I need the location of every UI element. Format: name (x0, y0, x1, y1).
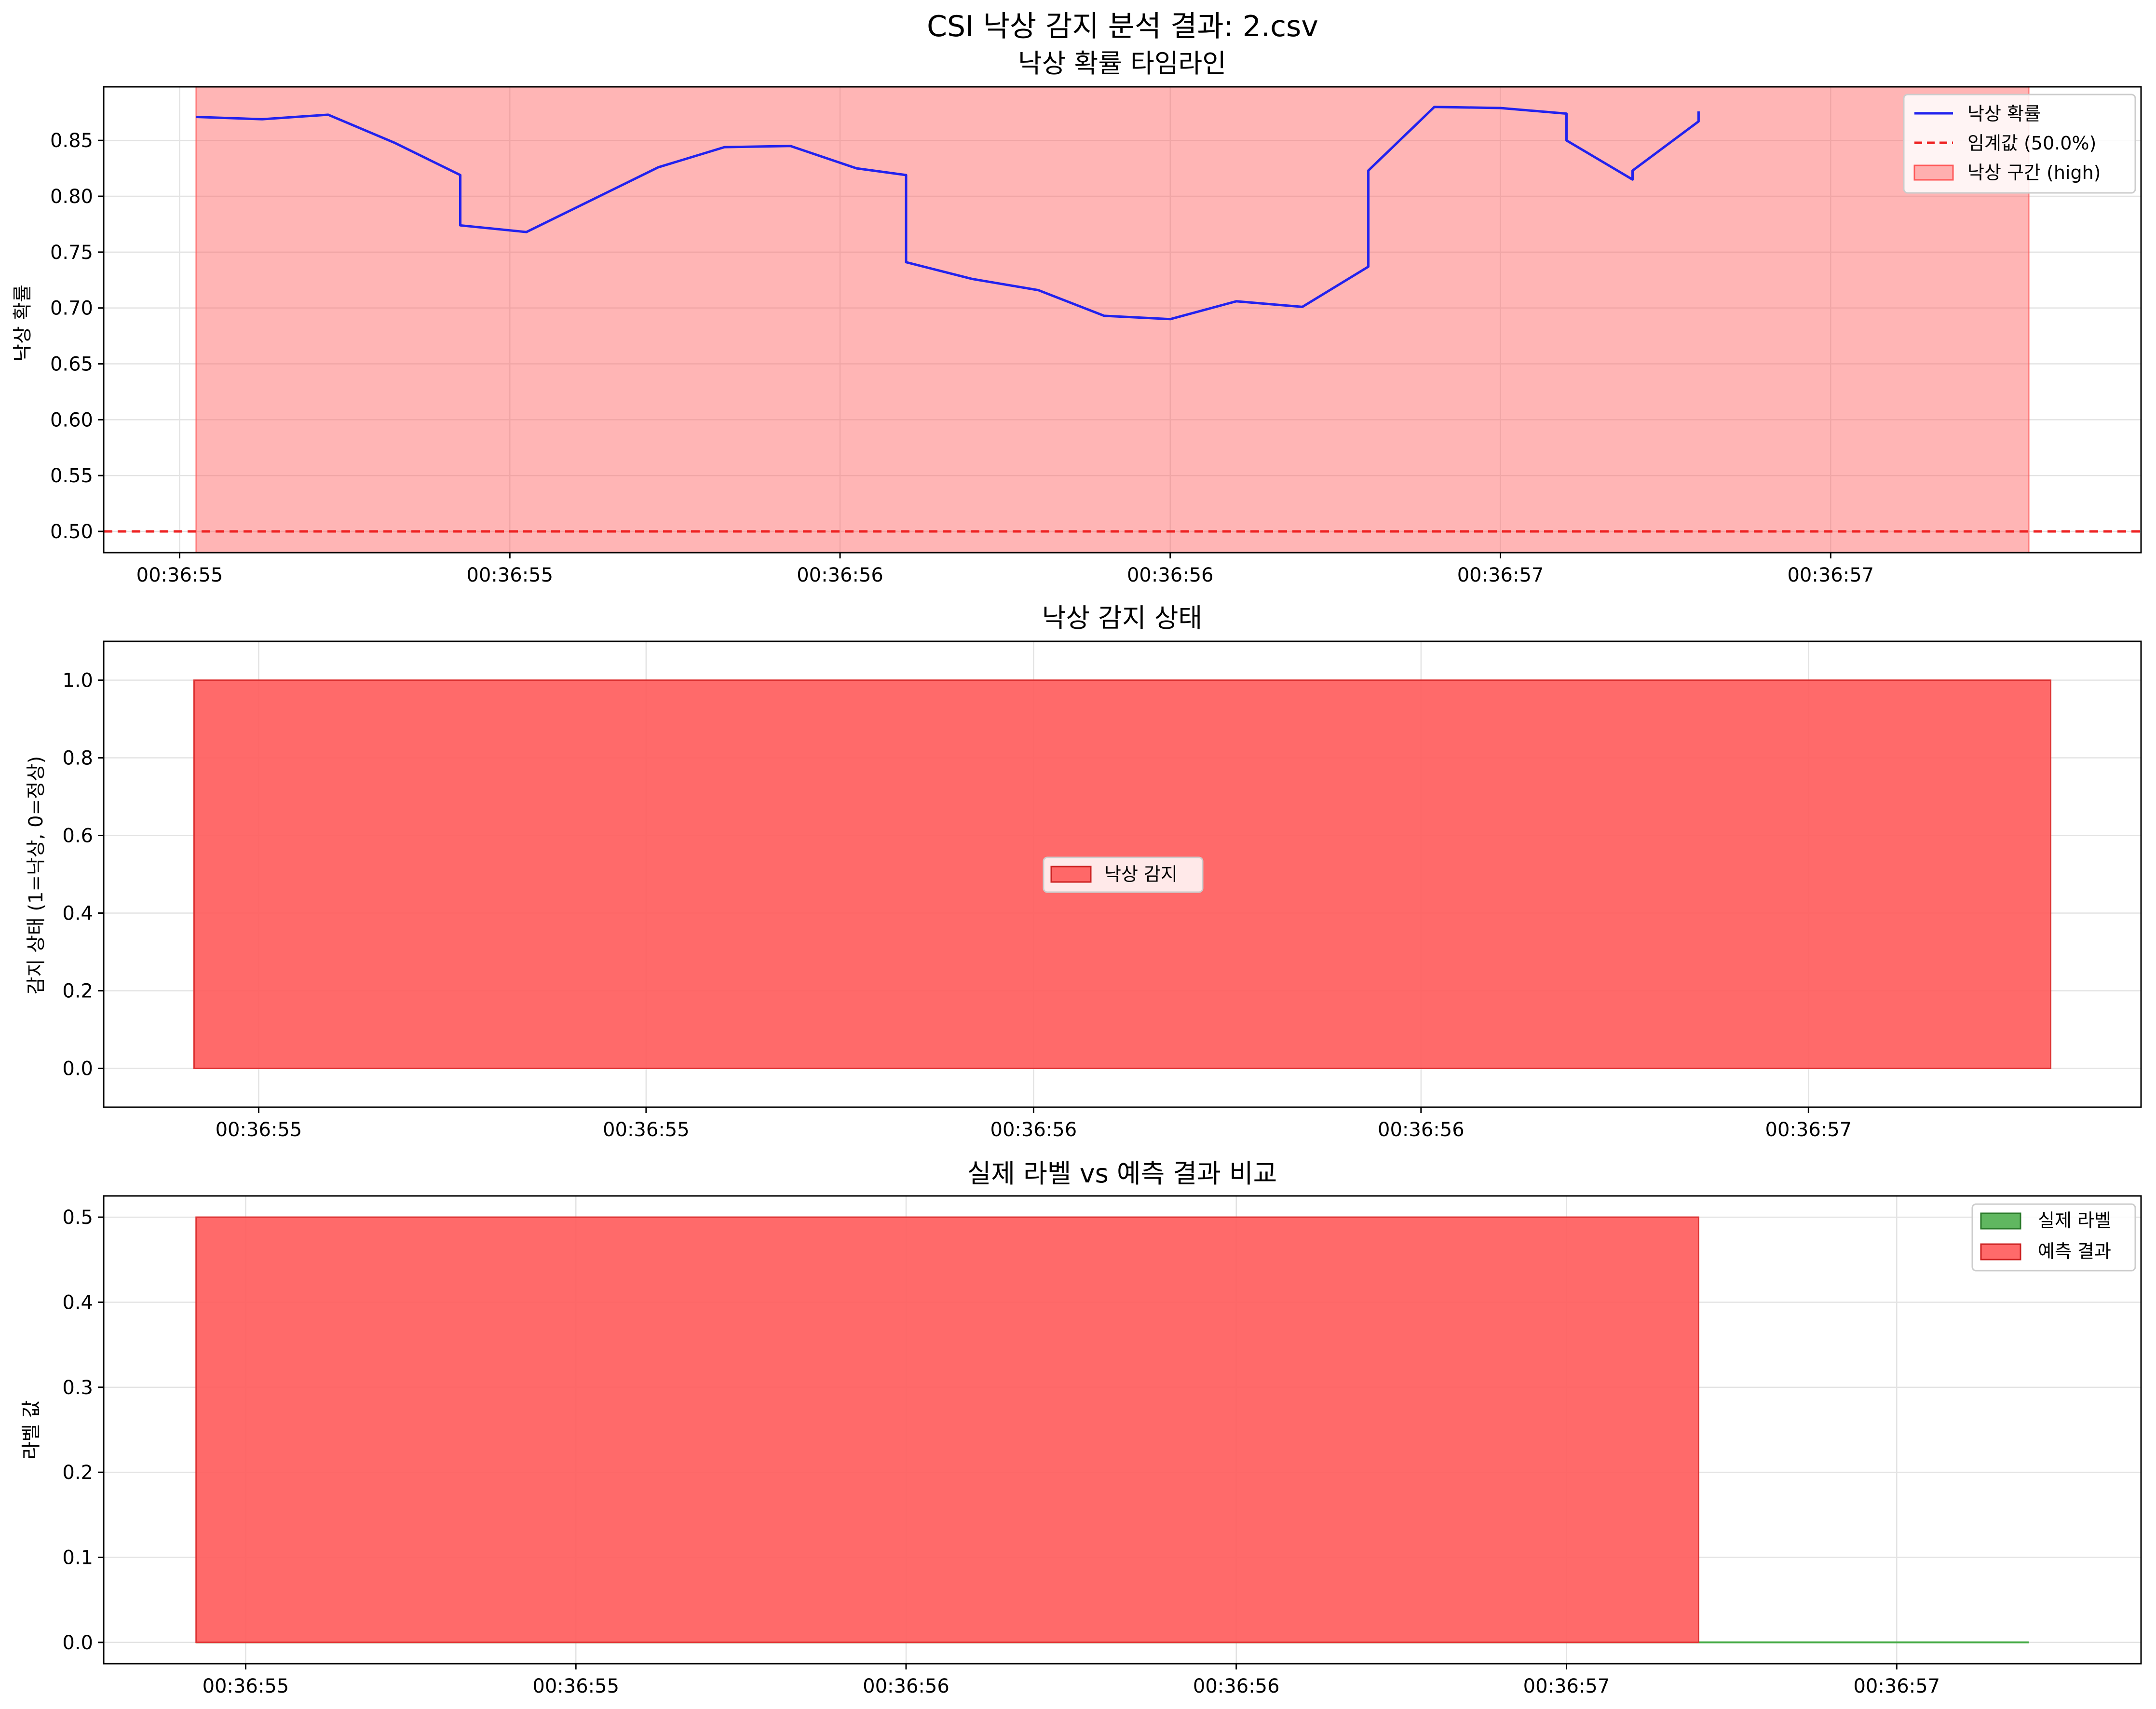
y-tick-label: 0.2 (62, 980, 93, 1003)
y-tick-label: 0.4 (62, 1291, 93, 1314)
y-tick-label: 1.0 (62, 670, 93, 692)
legend-fall-region-label: 낙상 구간 (high) (1967, 162, 2101, 183)
y-tick-label: 0.1 (62, 1547, 93, 1569)
probability-timeline-panel: 낙상 확률 타임라인 낙상 확률 낙상 확률 임계값 (50.0%) 낙상 구간… (12, 48, 2142, 586)
x-tick-label: 00:36:55 (466, 564, 553, 586)
plot-area (104, 1196, 2141, 1664)
x-tick-label: 00:36:57 (1765, 1119, 1852, 1141)
x-tick-label: 00:36:56 (863, 1675, 949, 1697)
y-tick-label: 0.55 (50, 465, 93, 487)
legend-box (1903, 94, 2136, 194)
probability-y-axis-label: 낙상 확률 (12, 285, 34, 362)
legend-prediction-swatch (1980, 1243, 2021, 1261)
comparison-y-axis-label: 라벨 값 (20, 1400, 42, 1459)
plot-area (104, 86, 2141, 554)
x-tick-label: 00:36:55 (203, 1675, 289, 1697)
axes-frame (103, 640, 2142, 1108)
legend-detection-swatch (1050, 866, 1092, 883)
y-tick-label: 0.3 (62, 1377, 93, 1399)
axes-frame (103, 86, 2142, 554)
legend-prediction-label: 예측 결과 (2038, 1241, 2111, 1262)
y-tick-label: 0.0 (62, 1058, 93, 1080)
x-tick-label: 00:36:57 (1787, 564, 1874, 586)
x-tick-label: 00:36:55 (216, 1119, 302, 1141)
y-tick-label: 0.75 (50, 242, 93, 264)
prediction-area (195, 1216, 1699, 1643)
comparison-legend: 실제 라벨 예측 결과 (1971, 1203, 2136, 1272)
detection-status-panel: 낙상 감지 상태 감지 상태 (1=낙상, 0=정상) 낙상 감지 00:36:… (25, 603, 2142, 1141)
axes-frame (103, 1195, 2142, 1665)
x-tick-label: 00:36:56 (797, 564, 883, 586)
y-tick-label: 0.60 (50, 409, 93, 431)
x-tick-label: 00:36:55 (532, 1675, 619, 1697)
y-tick-label: 0.70 (50, 298, 93, 320)
x-tick-label: 00:36:57 (1523, 1675, 1610, 1697)
y-tick-label: 0.4 (62, 903, 93, 925)
legend-fall-region-swatch (1913, 164, 1954, 181)
fall-region-span (195, 86, 2030, 554)
y-tick-label: 0.50 (50, 521, 93, 543)
probability-legend: 낙상 확률 임계값 (50.0%) 낙상 구간 (high) (1903, 94, 2136, 194)
probability-chart-title: 낙상 확률 타임라인 (1018, 48, 1226, 79)
figure-suptitle: CSI 낙상 감지 분석 결과: 2.csv (927, 10, 1318, 43)
legend-detection-label: 낙상 감지 (1104, 864, 1178, 885)
x-tick-label: 00:36:55 (136, 564, 223, 586)
y-tick-label: 0.6 (62, 825, 93, 847)
x-tick-label: 00:36:56 (1193, 1675, 1280, 1697)
legend-threshold-label: 임계값 (50.0%) (1967, 133, 2096, 154)
detection-chart-title: 낙상 감지 상태 (1042, 603, 1202, 633)
probability-series-line (196, 106, 1700, 321)
x-tick-label: 00:36:56 (1378, 1119, 1464, 1141)
x-tick-label: 00:36:55 (603, 1119, 690, 1141)
y-tick-label: 0.2 (62, 1462, 93, 1484)
y-tick-label: 0.65 (50, 353, 93, 376)
y-tick-label: 0.0 (62, 1632, 93, 1654)
y-tick-label: 0.8 (62, 747, 93, 770)
x-tick-label: 00:36:56 (990, 1119, 1077, 1141)
comparison-chart-title: 실제 라벨 vs 예측 결과 비교 (967, 1158, 1277, 1189)
legend-true-label-label: 실제 라벨 (2038, 1210, 2111, 1231)
x-tick-label: 00:36:57 (1457, 564, 1544, 586)
y-tick-label: 0.85 (50, 130, 93, 152)
detection-legend: 낙상 감지 (1043, 856, 1204, 893)
legend-probability-label: 낙상 확률 (1967, 103, 2041, 124)
y-tick-label: 0.5 (62, 1207, 93, 1229)
x-tick-label: 00:36:57 (1853, 1675, 1940, 1697)
x-tick-label: 00:36:56 (1127, 564, 1214, 586)
detection-y-axis-label: 감지 상태 (1=낙상, 0=정상) (25, 756, 47, 994)
label-comparison-panel: 실제 라벨 vs 예측 결과 비교 라벨 값 실제 라벨 예측 결과 00:36… (20, 1158, 2142, 1697)
legend-true-label-swatch (1980, 1212, 2021, 1230)
y-tick-label: 0.80 (50, 186, 93, 208)
